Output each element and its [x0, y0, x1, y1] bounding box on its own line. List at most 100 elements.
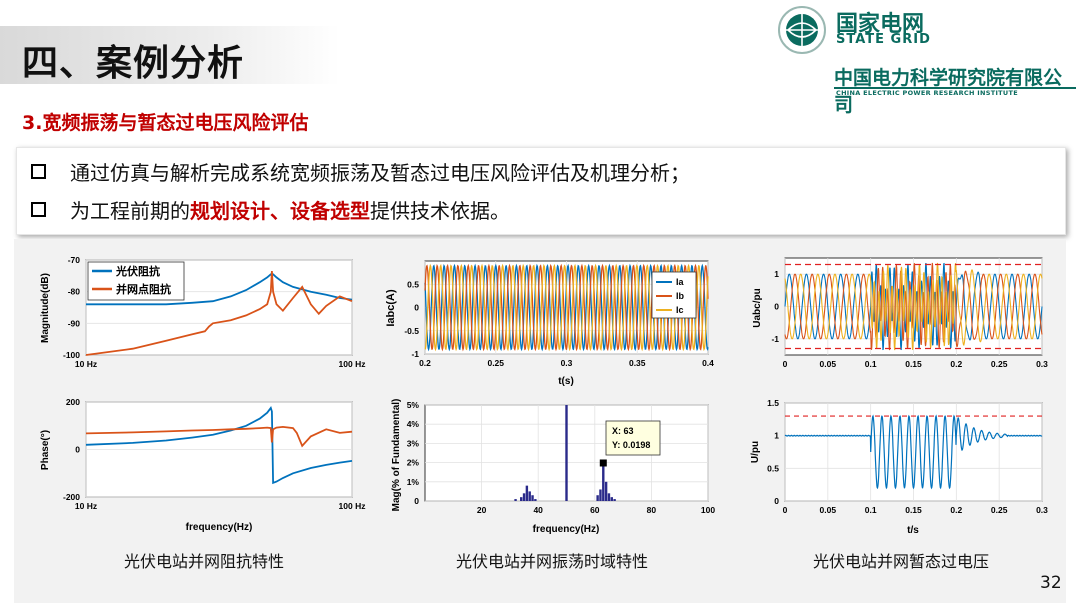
brand-name-en: STATE GRID	[836, 32, 931, 47]
x-tick-label: 0.1	[865, 505, 877, 515]
spectrum-bar	[610, 497, 613, 501]
x-tick-label: 0.3	[561, 358, 573, 368]
x-tick-label: 100 Hz	[339, 501, 366, 511]
series-line-2	[424, 263, 709, 352]
x-tick-label: 0.1	[865, 359, 877, 369]
series-line-0	[784, 262, 1043, 351]
x-tick-label: 40	[533, 505, 543, 515]
current-xlabel: t(s)	[558, 376, 574, 387]
x-tick-label: 0.2	[419, 358, 431, 368]
x-tick-label: 20	[477, 505, 487, 515]
datatip-y: Y: 0.0198	[612, 440, 650, 450]
x-tick-label: 0.3	[1036, 359, 1048, 369]
series-line-0	[86, 273, 353, 306]
y-tick-label: -200	[63, 492, 80, 502]
bullet-box: 通过仿真与解析完成系统宽频振荡及暂态过电压风险评估及机理分析； 为工程前期的 规划…	[16, 147, 1066, 235]
y-tick-label: 0	[774, 302, 779, 312]
y-tick-label: 3%	[407, 438, 420, 448]
spectrum-ylabel: Mag(% of Fundamental)	[391, 399, 402, 512]
brand-name-cn: 国家电网	[836, 12, 925, 37]
checkbox-square-icon	[31, 164, 46, 179]
caption-impedance: 光伏电站并网阻抗特性	[124, 552, 285, 571]
y-tick-label: 5%	[407, 400, 420, 410]
caption-oscillation: 光伏电站并网振荡时域特性	[456, 552, 649, 571]
phase-plot: 10 Hz 100 Hz -200 0 200	[63, 397, 365, 511]
y-tick-label: -0.5	[404, 326, 419, 336]
series-line-1	[85, 425, 353, 448]
page-title: 四、案例分析	[22, 43, 245, 84]
x-tick-label: 0.3	[1036, 505, 1048, 515]
spectrum-bar	[534, 499, 537, 501]
spectrum-bar	[596, 495, 599, 501]
rms-chart: 0 0.05 0.1 0.15 0.2 0.25 0.3 0 0.5 1 1.5 U/pu t/s	[750, 398, 1048, 536]
current-ylabel: Iabc(A)	[385, 289, 397, 327]
caption-overvoltage: 光伏电站并网暂态过电压	[813, 552, 990, 571]
x-tick-label: 0.05	[820, 505, 837, 515]
y-tick-label: 1%	[407, 477, 420, 487]
bullet-item: 为工程前期的 规划设计、设备选型 提供技术依据。	[31, 195, 510, 224]
x-tick-label: 60	[590, 505, 600, 515]
series-line-1	[784, 262, 1043, 351]
bullet-text-highlight: 规划设计、设备选型	[190, 199, 370, 223]
spectrum-bar	[531, 495, 534, 501]
magnitude-chart: 10 Hz 100 Hz -100 -90 -80 -70 Magnitude(dB) 光…	[40, 255, 365, 369]
spectrum-bar	[599, 489, 602, 501]
phase-ylabel: Phase(°)	[40, 430, 51, 470]
series-line-2	[784, 262, 1043, 351]
current-chart: 0.2 0.25 0.3 0.35 0.4 -1 -0.5 0 0.5 Iabc(A) t(s)…	[385, 260, 714, 387]
series-line-0	[85, 405, 353, 485]
rms-plot: 0 0.05 0.1 0.15 0.2 0.25 0.3 0 0.5 1 1.5	[767, 398, 1048, 515]
page-number: 32	[1040, 573, 1062, 593]
y-tick-label: 0.5	[407, 279, 419, 289]
y-tick-label: 0	[75, 445, 80, 455]
y-tick-label: -80	[68, 287, 81, 297]
datatip-x: X: 63	[612, 426, 634, 436]
x-tick-label: 100	[701, 505, 715, 515]
x-tick-label: 0.2	[950, 359, 962, 369]
institute-divider	[834, 87, 1076, 89]
spectrum-bar	[525, 485, 529, 501]
x-tick-label: 100 Hz	[339, 359, 366, 369]
x-tick-label: 10 Hz	[75, 501, 97, 511]
x-tick-label: 80	[647, 505, 657, 515]
legend-label-ib: Ib	[676, 291, 685, 301]
y-tick-label: -90	[68, 318, 81, 328]
x-tick-label: 0.25	[991, 359, 1008, 369]
y-tick-label: 0	[414, 303, 419, 313]
spectrum-bar	[514, 499, 517, 501]
x-tick-label: 0	[783, 505, 788, 515]
rms-ylabel: U/pu	[750, 441, 761, 463]
spectrum-plot: 20 40 60 80 100 0 1% 2% 3% 4% 5%	[407, 400, 716, 515]
y-tick-label: 0	[774, 496, 779, 506]
x-tick-label: 0.35	[629, 358, 646, 368]
bullet-text-pre: 为工程前期的	[70, 199, 190, 223]
series-line-1	[85, 271, 353, 356]
spectrum-bar	[613, 499, 616, 501]
legend-label-0: 光伏阻抗	[115, 264, 160, 278]
spectrum-bar	[565, 405, 568, 501]
title-band	[0, 26, 340, 84]
y-tick-label: -1	[771, 334, 779, 344]
legend-label-ia: Ia	[676, 277, 685, 287]
spectrum-bar	[528, 491, 531, 501]
voltage-plot: 0 0.05 0.1 0.15 0.2 0.25 0.3 -1 0 1	[771, 258, 1048, 369]
spectrum-xlabel: frequency(Hz)	[533, 524, 600, 535]
spectrum-bar	[520, 497, 523, 501]
bullet-item: 通过仿真与解析完成系统宽频振荡及暂态过电压风险评估及机理分析；	[31, 157, 690, 186]
y-tick-label: 0	[414, 496, 419, 506]
current-legend: Ia Ib Ic	[651, 271, 697, 319]
y-tick-label: 1.5	[767, 398, 779, 408]
y-tick-label: 2%	[407, 458, 420, 468]
y-tick-label: 1	[774, 431, 779, 441]
series-line-0	[784, 414, 1043, 490]
checkbox-square-icon	[31, 202, 46, 217]
current-plot: 0.2 0.25 0.3 0.35 0.4 -1 -0.5 0 0.5	[404, 261, 714, 368]
x-tick-label: 0.2	[950, 505, 962, 515]
state-grid-logo-icon	[778, 6, 826, 54]
y-tick-label: -1	[411, 349, 419, 359]
datatip-marker	[599, 459, 607, 467]
bullet-text: 通过仿真与解析完成系统宽频振荡及暂态过电压风险评估及机理分析；	[70, 161, 690, 185]
x-tick-label: 0.25	[991, 505, 1008, 515]
legend-label-1: 并网点阻抗	[116, 282, 171, 296]
institute-name-cn: 中国电力科学研究院有限公司	[834, 67, 1063, 116]
